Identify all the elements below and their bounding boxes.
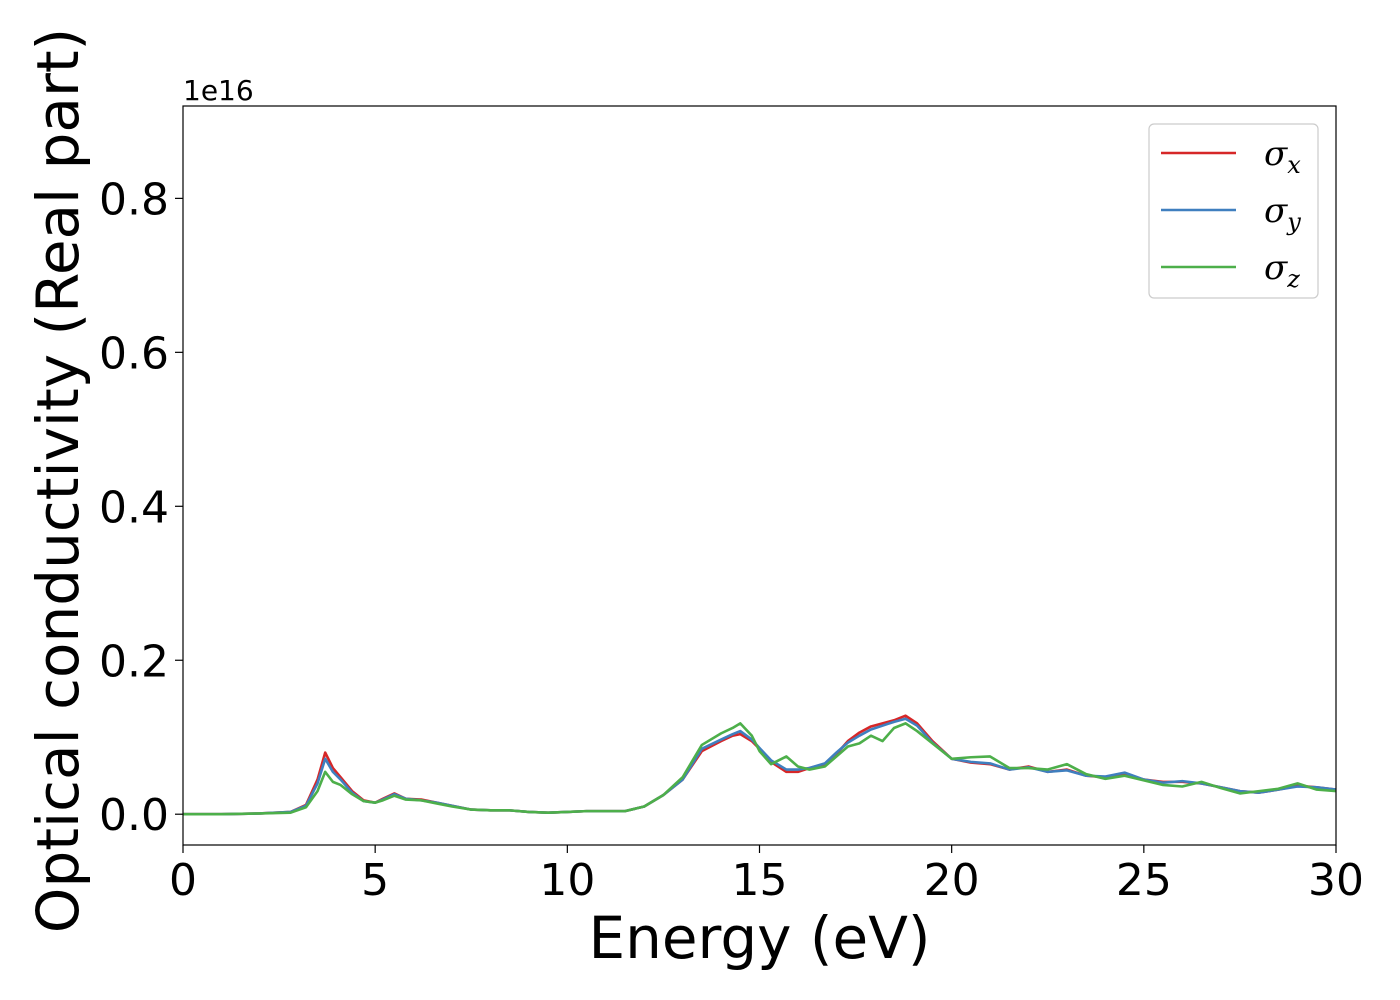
legend-label-y: σy — [1264, 191, 1301, 236]
x-tick-label: 5 — [361, 855, 389, 906]
x-tick-label: 15 — [732, 855, 788, 906]
x-tick-label: 20 — [924, 855, 980, 906]
legend-label-z: σz — [1264, 248, 1300, 293]
series-line-σy — [183, 717, 1336, 816]
series-layer — [183, 714, 1336, 816]
x-tick-label: 25 — [1116, 855, 1172, 906]
legend-label-x: σx — [1264, 134, 1301, 179]
legend: σx σy σz — [1148, 123, 1319, 299]
x-tick-label: 10 — [539, 855, 595, 906]
y-tick-label: 0.0 — [99, 790, 169, 841]
series-line-σx — [183, 714, 1336, 816]
ticks-layer: 0 5 10 15 20 25 30 0.0 0.2 0.4 0.6 0.8 — [99, 174, 1364, 906]
y-axis-label: Optical conductivity (Real part) — [24, 28, 92, 933]
x-tick-label: 30 — [1308, 855, 1364, 906]
y-tick-label: 0.8 — [99, 174, 169, 225]
x-axis-label: Energy (eV) — [588, 904, 930, 972]
y-tick-label: 0.2 — [99, 636, 169, 687]
y-tick-label: 0.4 — [99, 482, 169, 533]
series-line-σz — [183, 722, 1336, 816]
y-axis-offset-label: 1e16 — [183, 74, 254, 107]
y-tick-label: 0.6 — [99, 328, 169, 379]
x-tick-label: 0 — [169, 855, 197, 906]
